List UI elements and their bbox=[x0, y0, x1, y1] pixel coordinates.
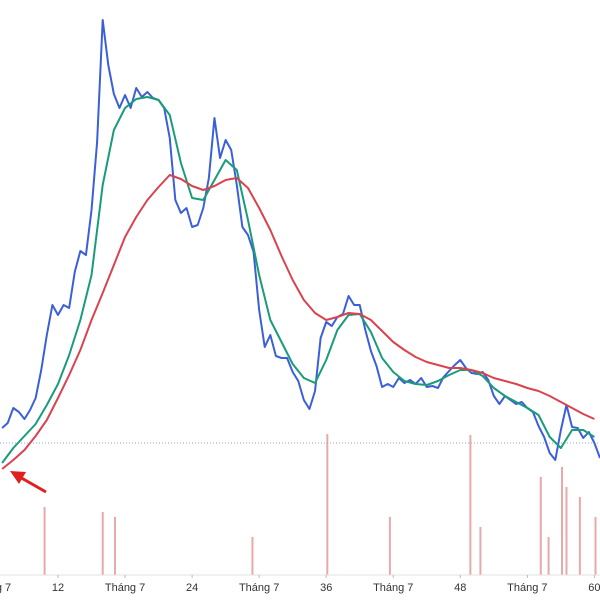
x-tick-label: 12 bbox=[52, 582, 64, 594]
x-tick-label: Tháng 7 bbox=[0, 582, 11, 594]
x-tick-label: 36 bbox=[320, 582, 332, 594]
volume-bar bbox=[469, 435, 472, 575]
volume-bar bbox=[561, 467, 564, 575]
x-tick-label: Tháng 7 bbox=[239, 582, 279, 594]
x-tick-label: 48 bbox=[454, 582, 466, 594]
volume-bar bbox=[594, 517, 597, 575]
plot bbox=[0, 19, 600, 470]
arrow bbox=[10, 471, 47, 494]
volume-bar bbox=[388, 517, 391, 575]
volume bbox=[43, 434, 597, 575]
x-tick-label: Tháng 7 bbox=[373, 582, 413, 594]
volume-bar bbox=[251, 537, 254, 575]
axis-band bbox=[0, 575, 600, 600]
series-line bbox=[1, 174, 595, 470]
series-line bbox=[1, 19, 600, 461]
volume-bar bbox=[547, 537, 550, 575]
x-tick-label: Tháng 7 bbox=[507, 582, 547, 594]
volume-bar bbox=[479, 527, 482, 575]
x-tick-label: Tháng 7 bbox=[105, 582, 145, 594]
x-axis: Tháng 7 12 Tháng 7 24 Tháng 7 36 Tháng 7 48 Thán… bbox=[0, 574, 600, 600]
arrow-head bbox=[10, 471, 26, 484]
x-tick-label: 24 bbox=[186, 582, 198, 594]
volume-bar bbox=[113, 517, 116, 575]
volume-bar bbox=[326, 434, 329, 575]
arrow-shaft bbox=[17, 474, 47, 494]
volume-bar bbox=[43, 507, 46, 575]
series-line bbox=[1, 96, 595, 464]
volume-bar bbox=[539, 477, 542, 575]
volume-bar bbox=[578, 497, 581, 575]
x-tick-label: 60 bbox=[588, 582, 600, 594]
volume-bar bbox=[101, 512, 104, 575]
volume-bar bbox=[565, 487, 568, 575]
